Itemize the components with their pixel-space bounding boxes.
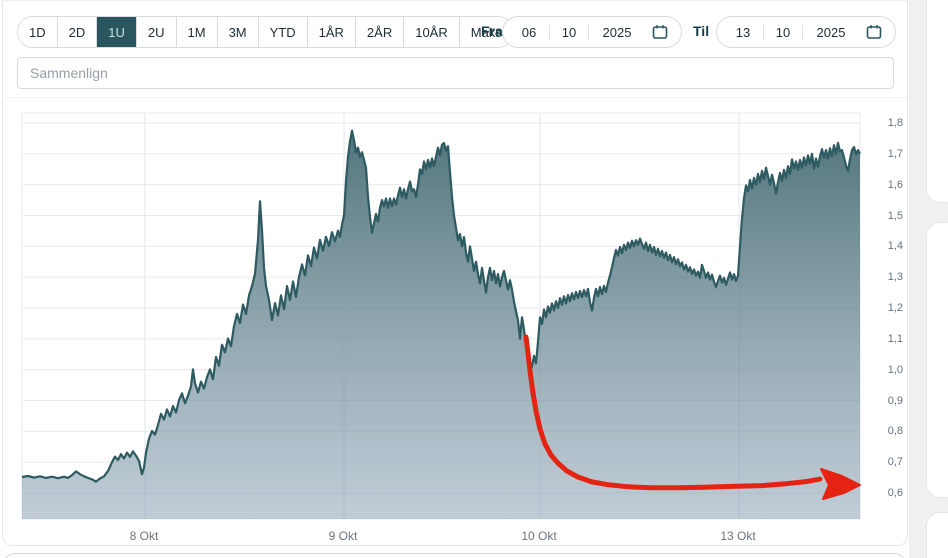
range-button-3m[interactable]: 3M xyxy=(217,17,259,47)
chart-card: 1D 2D 1U 2U 1M 3M YTD 1ÅR 2ÅR 10ÅR Maks Fra 06 10 … xyxy=(2,0,911,547)
to-month-field[interactable]: 10 xyxy=(775,24,791,40)
y-axis-label: 0,7 xyxy=(887,456,903,469)
to-calendar-icon[interactable] xyxy=(859,24,889,40)
section-divider xyxy=(5,97,911,98)
from-calendar-icon[interactable] xyxy=(645,24,675,40)
area-series xyxy=(21,129,861,519)
range-button-group: 1D 2D 1U 2U 1M 3M YTD 1ÅR 2ÅR 10ÅR Maks xyxy=(17,16,514,48)
y-axis-label: 1,0 xyxy=(887,363,903,376)
y-axis-label: 1,7 xyxy=(887,147,903,160)
x-axis-label: 9 Okt xyxy=(328,529,358,543)
from-month-field[interactable]: 10 xyxy=(561,24,577,40)
range-button-2d[interactable]: 2D xyxy=(57,17,98,47)
from-year-field[interactable]: 2025 xyxy=(602,24,632,40)
y-axis-label: 1,4 xyxy=(887,240,903,253)
from-label: Fra xyxy=(481,23,503,39)
adjacent-card-bottom xyxy=(926,512,948,558)
range-button-1u[interactable]: 1U xyxy=(97,17,137,47)
date-separator xyxy=(549,24,550,40)
y-axis-label: 1,6 xyxy=(887,178,903,191)
range-button-2u[interactable]: 2U xyxy=(136,17,177,47)
price-chart[interactable] xyxy=(3,1,911,547)
range-button-2år[interactable]: 2ÅR xyxy=(355,17,405,47)
date-separator xyxy=(588,24,589,40)
to-year-field[interactable]: 2025 xyxy=(816,24,846,40)
to-date-input[interactable]: 13 10 2025 xyxy=(716,16,896,48)
adjacent-card-middle xyxy=(926,222,948,498)
right-rail xyxy=(909,0,948,558)
hand-drawn-arrow-annotation xyxy=(523,334,861,500)
y-axis-label: 0,6 xyxy=(887,487,903,499)
range-button-10år[interactable]: 10ÅR xyxy=(404,17,460,47)
date-separator xyxy=(763,24,764,40)
x-axis-label: 8 Okt xyxy=(129,529,159,543)
from-day-field[interactable]: 06 xyxy=(521,24,537,40)
next-section-card-top xyxy=(3,553,906,558)
y-axis-label: 1,5 xyxy=(887,209,903,222)
y-axis-label: 0,8 xyxy=(887,425,903,438)
y-axis-label: 1,2 xyxy=(887,302,903,314)
y-axis-label: 0,9 xyxy=(887,394,903,407)
date-separator xyxy=(802,24,803,40)
y-axis-label: 1,8 xyxy=(887,117,903,129)
range-button-1år[interactable]: 1ÅR xyxy=(307,17,356,47)
range-button-1m[interactable]: 1M xyxy=(176,17,218,47)
y-axis-label: 1,1 xyxy=(887,332,903,345)
x-axis-label: 10 Okt xyxy=(521,529,557,543)
adjacent-card-top xyxy=(926,0,948,203)
range-button-ytd[interactable]: YTD xyxy=(258,17,308,47)
x-axis-label: 13 Okt xyxy=(720,529,756,543)
range-button-1d[interactable]: 1D xyxy=(18,17,58,47)
to-label: Til xyxy=(693,23,710,39)
to-day-field[interactable]: 13 xyxy=(735,24,751,40)
from-date-input[interactable]: 06 10 2025 xyxy=(502,16,682,48)
y-axis-label: 1,3 xyxy=(887,271,903,284)
compare-search-input[interactable] xyxy=(17,57,894,89)
